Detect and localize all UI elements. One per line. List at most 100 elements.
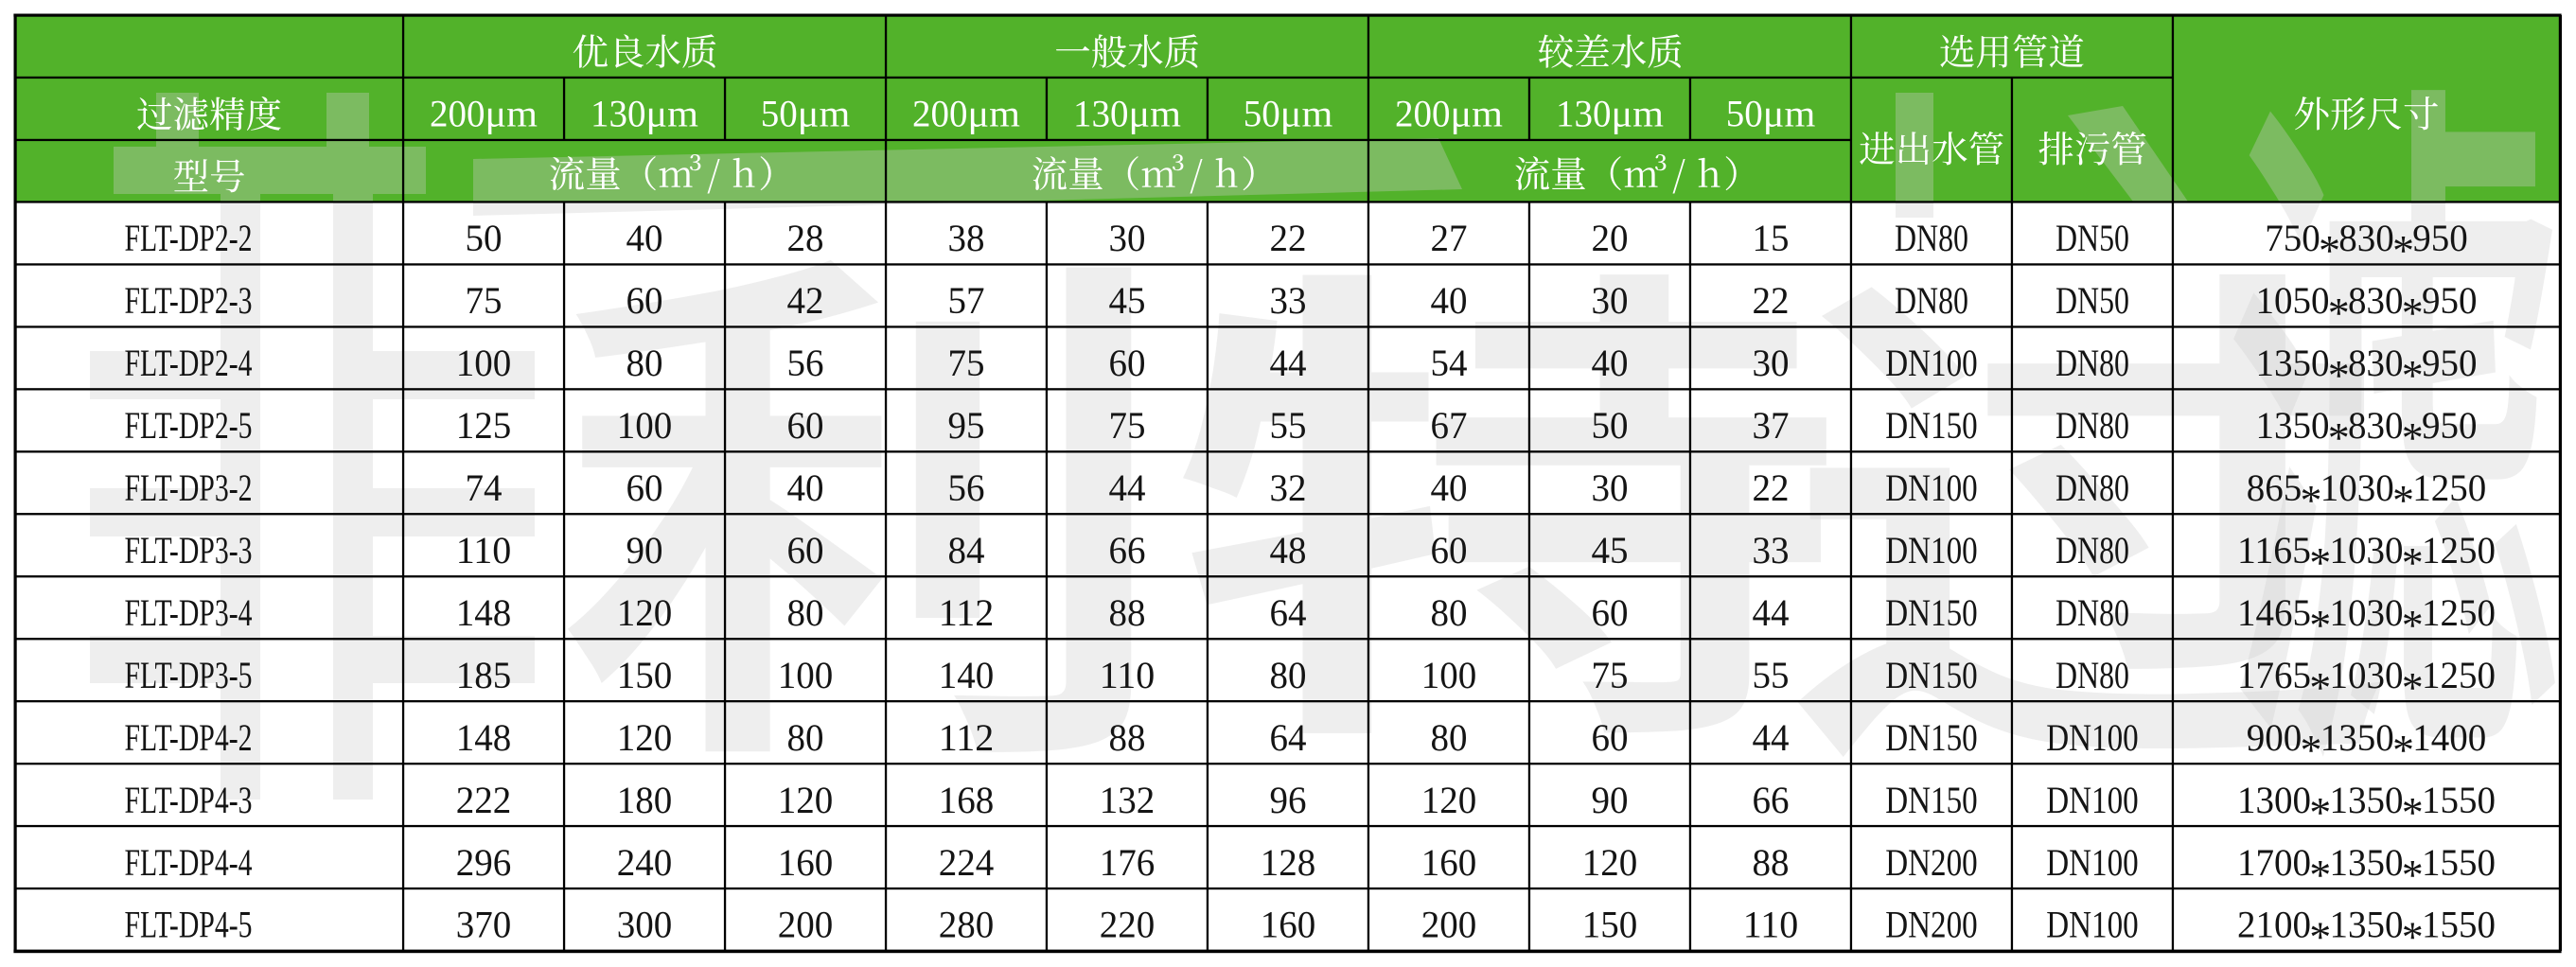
svg-text:130: 130 — [591, 93, 646, 135]
svg-text:1465: 1465 — [2237, 591, 2311, 634]
svg-text:22: 22 — [1270, 217, 1307, 259]
svg-text:40: 40 — [626, 217, 663, 259]
svg-text:95: 95 — [948, 404, 985, 447]
svg-text:1350: 1350 — [2330, 841, 2404, 884]
svg-text:120: 120 — [778, 779, 834, 821]
svg-text:*: * — [2309, 538, 2331, 587]
svg-text:1550: 1550 — [2422, 779, 2496, 821]
svg-text:50: 50 — [1592, 404, 1629, 447]
svg-text:μm: μm — [968, 93, 1021, 135]
svg-text:110: 110 — [456, 529, 512, 571]
svg-text:44: 44 — [1270, 342, 1307, 384]
svg-text:1400: 1400 — [2412, 716, 2486, 759]
svg-text:830: 830 — [2348, 342, 2404, 384]
svg-text:40: 40 — [1592, 342, 1629, 384]
svg-text:*: * — [2402, 538, 2424, 587]
svg-text:84: 84 — [948, 529, 985, 571]
svg-text:DN80: DN80 — [2056, 342, 2129, 384]
svg-text:30: 30 — [1753, 342, 1790, 384]
svg-text:FLT-DP4-3: FLT-DP4-3 — [125, 779, 253, 821]
svg-text:1300: 1300 — [2237, 779, 2311, 821]
svg-text:56: 56 — [787, 342, 824, 384]
svg-text:FLT-DP3-4: FLT-DP3-4 — [125, 591, 253, 634]
svg-text:μm: μm — [646, 93, 699, 135]
svg-text:28: 28 — [787, 217, 824, 259]
svg-text:μm: μm — [798, 93, 851, 135]
svg-text:*: * — [2402, 413, 2424, 462]
svg-text:88: 88 — [1109, 591, 1146, 634]
svg-text:160: 160 — [1261, 904, 1316, 946]
svg-text:132: 132 — [1100, 779, 1156, 821]
svg-text:DN150: DN150 — [1885, 654, 1978, 696]
svg-text:140: 140 — [939, 654, 995, 696]
svg-text:900: 900 — [2247, 716, 2303, 759]
svg-text:100: 100 — [778, 654, 834, 696]
svg-text:DN80: DN80 — [2056, 529, 2129, 571]
svg-text:830: 830 — [2338, 217, 2394, 259]
svg-text:90: 90 — [1592, 779, 1629, 821]
svg-text:950: 950 — [2422, 342, 2478, 384]
svg-text:*: * — [2319, 226, 2340, 274]
svg-text:FLT-DP3-5: FLT-DP3-5 — [125, 654, 253, 696]
svg-text:DN80: DN80 — [1895, 217, 1968, 259]
svg-text:50: 50 — [1244, 93, 1280, 135]
svg-text:75: 75 — [948, 342, 985, 384]
svg-text:20: 20 — [1592, 217, 1629, 259]
svg-text:148: 148 — [456, 591, 512, 634]
svg-text:DN100: DN100 — [2046, 716, 2139, 759]
svg-text:176: 176 — [1100, 841, 1156, 884]
svg-text:DN80: DN80 — [2056, 466, 2129, 509]
svg-text:66: 66 — [1109, 529, 1146, 571]
svg-text:DN100: DN100 — [1885, 529, 1978, 571]
svg-text:1030: 1030 — [2330, 529, 2404, 571]
svg-text:90: 90 — [626, 529, 663, 571]
svg-text:48: 48 — [1270, 529, 1307, 571]
svg-text:80: 80 — [1270, 654, 1307, 696]
svg-text:DN100: DN100 — [1885, 466, 1978, 509]
svg-text:*: * — [2402, 913, 2424, 961]
svg-text:FLT-DP2-2: FLT-DP2-2 — [125, 217, 253, 259]
svg-text:1350: 1350 — [2330, 779, 2404, 821]
svg-text:865: 865 — [2247, 466, 2303, 509]
svg-text:2100: 2100 — [2237, 904, 2311, 946]
svg-text:*: * — [2392, 726, 2414, 774]
svg-text:80: 80 — [1431, 716, 1468, 759]
svg-text:200: 200 — [1421, 904, 1477, 946]
svg-text:FLT-DP4-4: FLT-DP4-4 — [125, 841, 253, 884]
svg-text:45: 45 — [1592, 529, 1629, 571]
svg-text:37: 37 — [1753, 404, 1790, 447]
svg-text:160: 160 — [778, 841, 834, 884]
svg-text:33: 33 — [1753, 529, 1790, 571]
svg-text:1250: 1250 — [2422, 529, 2496, 571]
svg-text:*: * — [2402, 788, 2424, 836]
svg-text:1350: 1350 — [2330, 904, 2404, 946]
svg-text:*: * — [2402, 851, 2424, 899]
svg-text:μm: μm — [1280, 93, 1333, 135]
svg-text:54: 54 — [1431, 342, 1468, 384]
svg-text:148: 148 — [456, 716, 512, 759]
svg-text:*: * — [2309, 788, 2331, 836]
svg-text:80: 80 — [1431, 591, 1468, 634]
svg-text:950: 950 — [2422, 404, 2478, 447]
svg-text:180: 180 — [617, 779, 673, 821]
svg-text:1030: 1030 — [2330, 591, 2404, 634]
svg-text:DN150: DN150 — [1885, 716, 1978, 759]
svg-text:96: 96 — [1270, 779, 1307, 821]
svg-text:40: 40 — [787, 466, 824, 509]
svg-text:FLT-DP4-2: FLT-DP4-2 — [125, 716, 253, 759]
svg-text:1550: 1550 — [2422, 841, 2496, 884]
svg-text:75: 75 — [1109, 404, 1146, 447]
svg-text:75: 75 — [1592, 654, 1629, 696]
svg-text:DN150: DN150 — [1885, 404, 1978, 447]
svg-text:1765: 1765 — [2237, 654, 2311, 696]
svg-text:100: 100 — [617, 404, 673, 447]
svg-text:DN100: DN100 — [2046, 779, 2139, 821]
svg-text:*: * — [2309, 601, 2331, 649]
svg-text:830: 830 — [2348, 279, 2404, 322]
svg-text:DN100: DN100 — [2046, 841, 2139, 884]
svg-text:50: 50 — [466, 217, 503, 259]
svg-text:1030: 1030 — [2320, 466, 2394, 509]
svg-text:DN150: DN150 — [1885, 779, 1978, 821]
svg-text:50: 50 — [1726, 93, 1763, 135]
svg-text:120: 120 — [1582, 841, 1638, 884]
